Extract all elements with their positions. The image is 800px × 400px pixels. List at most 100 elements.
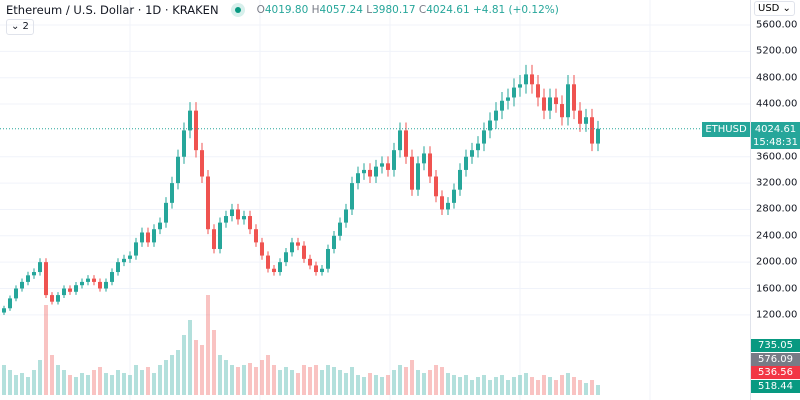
price-chart[interactable] <box>0 0 750 400</box>
volume-bar <box>554 380 558 395</box>
volume-bar <box>482 375 486 395</box>
volume-bar <box>194 340 198 395</box>
volume-bar <box>548 377 552 395</box>
price-tick: 5200.00 <box>756 45 798 57</box>
volume-bar <box>44 305 48 395</box>
grid-lines <box>0 0 750 400</box>
candle-body <box>374 166 378 177</box>
bar-countdown: 15:48:31 <box>753 137 798 148</box>
volume-value-label: 518.44 <box>751 379 800 393</box>
candle-body <box>356 173 360 184</box>
volume-bar <box>428 370 432 395</box>
candle-body <box>230 209 234 217</box>
candle-body <box>212 229 216 249</box>
volume-bar <box>116 370 120 395</box>
candle-body <box>458 169 462 190</box>
candle-body <box>392 150 396 170</box>
candle-body <box>56 295 60 302</box>
volume-bar <box>314 365 318 395</box>
candle-body <box>410 156 414 190</box>
volume-bar <box>380 377 384 395</box>
volume-bar <box>596 385 600 395</box>
volume-value-label: 536.56 <box>751 366 800 379</box>
candle-body <box>548 97 552 111</box>
volume-bar <box>374 375 378 395</box>
volume-bar <box>440 367 444 395</box>
volume-bar <box>14 375 18 395</box>
last-price: 4024.61 <box>754 124 797 135</box>
candle-body <box>314 265 318 273</box>
volume-bar <box>578 380 582 395</box>
volume-bar <box>566 373 570 395</box>
volume-bar <box>386 375 390 395</box>
volume-bar <box>464 375 468 395</box>
volume-bar <box>140 370 144 395</box>
chart-header: Ethereum / U.S. Dollar · 1D · KRAKEN O40… <box>6 3 559 17</box>
volume-bar <box>422 373 426 395</box>
candle-body <box>542 97 546 111</box>
volume-bar <box>200 345 204 395</box>
volume-bar <box>362 377 366 395</box>
candle-body <box>488 120 492 131</box>
volume-value-label: 576.09 <box>751 352 800 366</box>
candles <box>2 64 600 315</box>
candle-body <box>8 298 12 309</box>
volume-bar <box>392 370 396 395</box>
volume-bar <box>290 370 294 395</box>
volume-bar <box>590 380 594 395</box>
candle-body <box>446 202 450 210</box>
volume-bar <box>416 370 420 395</box>
symbol-title[interactable]: Ethereum / U.S. Dollar · 1D · KRAKEN <box>6 3 219 17</box>
candle-body <box>482 130 486 144</box>
volume-bars <box>2 295 600 395</box>
candle-body <box>116 262 120 273</box>
volume-bar <box>128 375 132 395</box>
volume-bar <box>560 375 564 395</box>
price-tick: 2000.00 <box>756 256 798 268</box>
candle-body <box>98 281 102 289</box>
candle-body <box>560 104 564 118</box>
candle-body <box>428 153 432 177</box>
candle-body <box>14 288 18 299</box>
candle-body <box>272 268 276 273</box>
volume-bar <box>506 380 510 395</box>
volume-bar <box>50 355 54 395</box>
volume-bar <box>62 370 66 395</box>
candle-body <box>44 262 48 296</box>
candle-body <box>506 97 510 101</box>
candle-body <box>206 176 210 230</box>
candle-body <box>308 258 312 266</box>
volume-bar <box>302 365 306 395</box>
candle-body <box>104 281 108 289</box>
candle-body <box>134 242 138 256</box>
volume-bar <box>188 320 192 395</box>
candle-body <box>2 308 6 313</box>
volume-bar <box>350 367 354 395</box>
candle-body <box>434 176 438 197</box>
price-tick: 3600.00 <box>756 151 798 163</box>
candle-body <box>470 150 474 157</box>
volume-bar <box>572 377 576 395</box>
volume-bar <box>2 365 6 395</box>
volume-bar <box>542 375 546 395</box>
candle-body <box>326 248 330 269</box>
indicators-toggle-button[interactable]: ⌄ 2 <box>6 19 34 35</box>
candle-body <box>254 229 258 243</box>
volume-bar <box>218 355 222 395</box>
candle-body <box>362 169 366 174</box>
volume-bar <box>242 365 246 395</box>
volume-bar <box>248 363 252 395</box>
volume-bar <box>146 367 150 395</box>
volume-bar <box>20 373 24 395</box>
volume-bar <box>152 373 156 395</box>
price-tick: 2400.00 <box>756 230 798 242</box>
candle-body <box>236 209 240 220</box>
volume-bar <box>272 365 276 395</box>
volume-bar <box>224 360 228 395</box>
volume-bar <box>254 367 258 395</box>
currency-select[interactable]: USD ⌄ <box>754 1 795 16</box>
candle-body <box>170 183 174 203</box>
price-axis[interactable]: 5600.00 5200.00 4800.00 4400.00 3600.00 3200.… <box>750 0 800 400</box>
candle-body <box>398 130 402 151</box>
market-status-icon <box>230 3 245 17</box>
